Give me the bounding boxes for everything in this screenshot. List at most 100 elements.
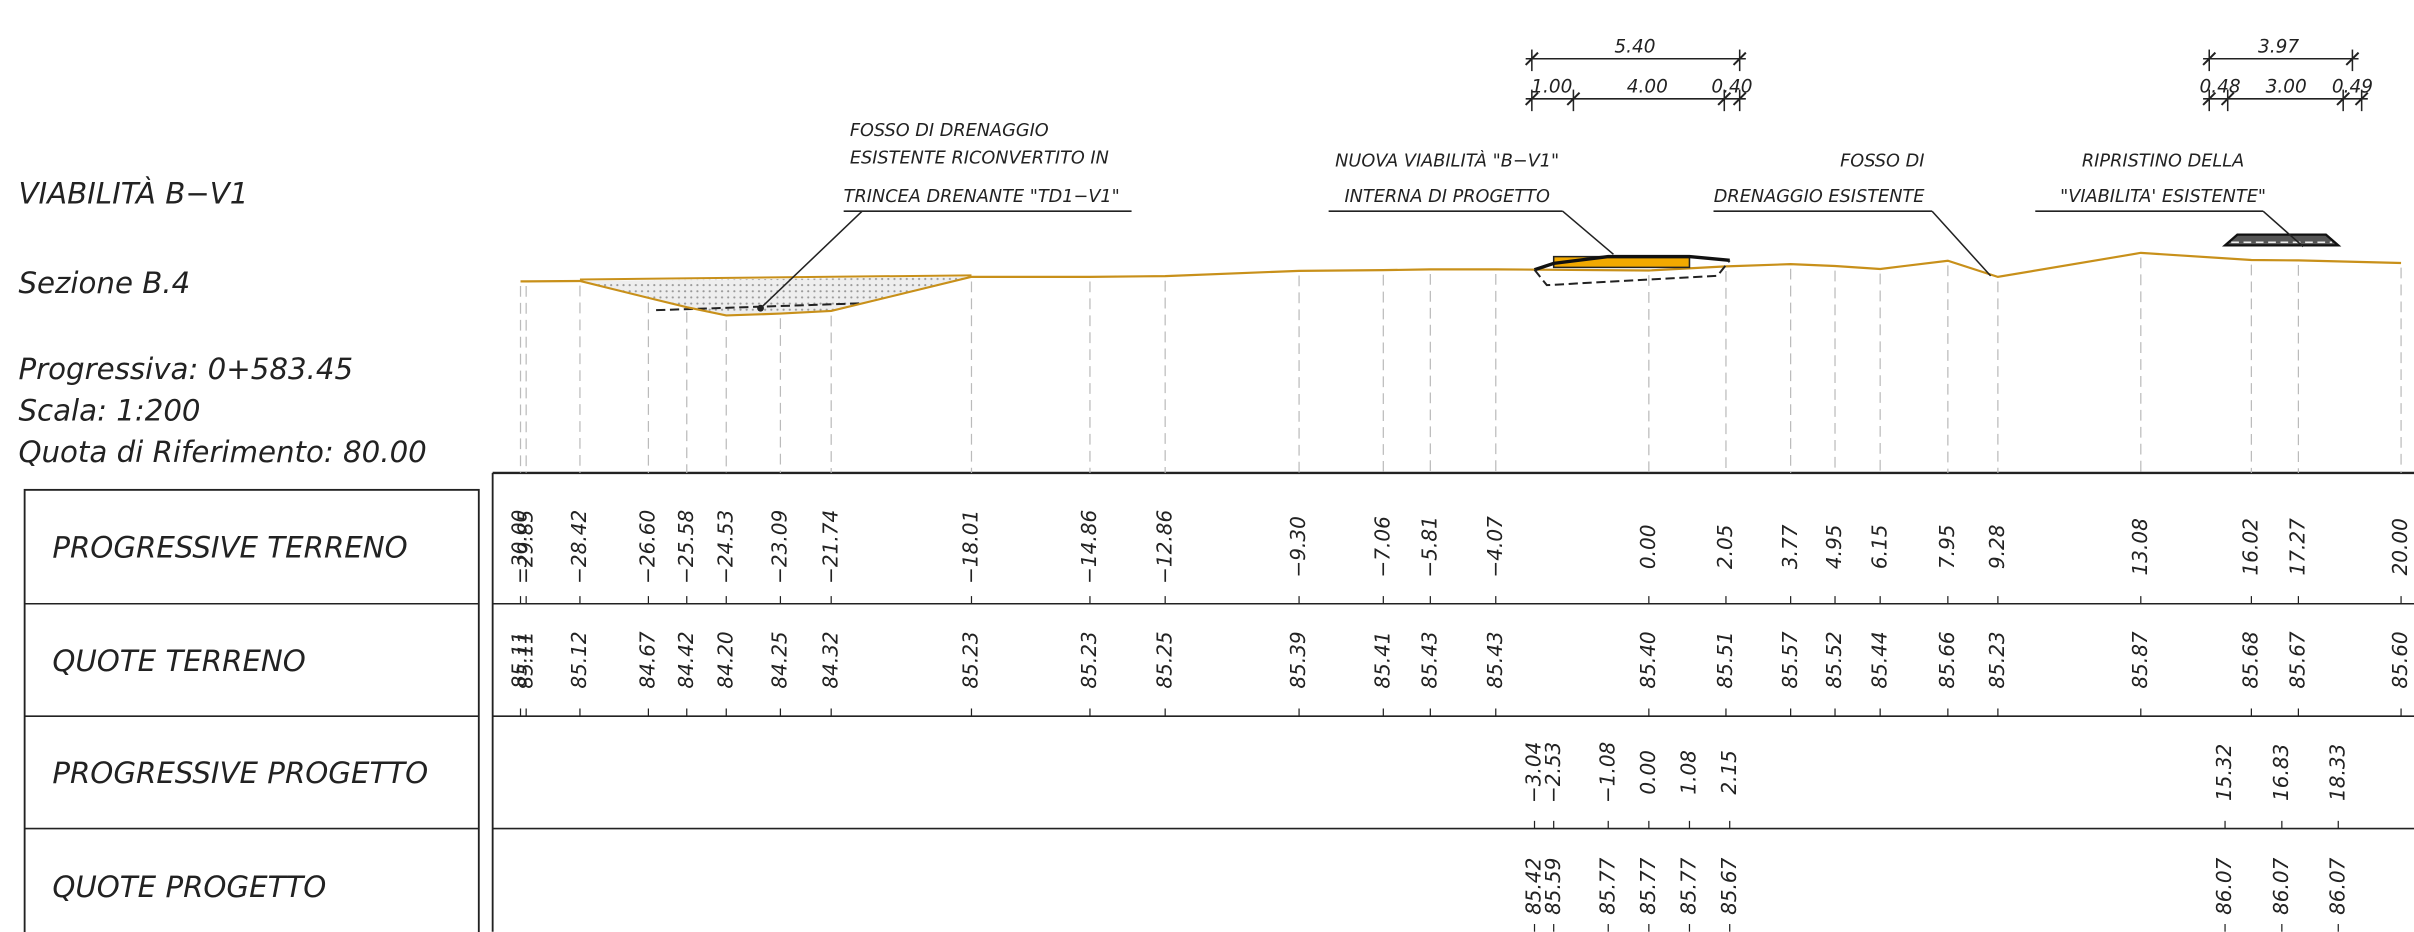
row-value: 85.44 bbox=[1867, 631, 1891, 688]
row-value: 85.87 bbox=[2128, 631, 2152, 689]
dim-slash bbox=[2345, 51, 2360, 66]
chainage: Progressiva: 0+583.45 bbox=[18, 352, 353, 386]
row-value: 13.08 bbox=[2128, 518, 2152, 575]
row-value: 84.20 bbox=[713, 631, 737, 688]
row-value: 85.77 bbox=[1595, 857, 1619, 915]
row-value: 18.33 bbox=[2325, 744, 2349, 801]
row-value: 3.77 bbox=[1778, 524, 1802, 569]
row-value: 84.67 bbox=[636, 631, 660, 689]
row-value: 85.23 bbox=[1077, 631, 1101, 688]
row-value: 85.43 bbox=[1483, 631, 1507, 688]
row-value: 20.00 bbox=[2388, 518, 2412, 575]
row-value: −29.85 bbox=[513, 510, 537, 584]
row-value: 85.43 bbox=[1417, 631, 1441, 688]
dim-part: 1.00 bbox=[1531, 77, 1572, 98]
road-top bbox=[1533, 254, 1730, 272]
dim-slash bbox=[1524, 91, 1539, 106]
annotation-text: FOSSO DI DRENAGGIO bbox=[850, 121, 1049, 141]
trench-fill bbox=[579, 276, 972, 316]
row-value: 85.25 bbox=[1152, 631, 1176, 688]
row-value: −3.04 bbox=[1522, 742, 1546, 803]
row-value: 85.57 bbox=[1778, 631, 1802, 689]
annotation-text: ESISTENTE RICONVERTITO IN bbox=[850, 148, 1109, 168]
dim-part: 3.00 bbox=[2266, 77, 2307, 98]
row-value: 84.25 bbox=[768, 631, 792, 688]
row-label: PROGRESSIVE PROGETTO bbox=[52, 756, 428, 790]
annotation-text: RIPRISTINO DELLA bbox=[2082, 152, 2244, 172]
row-value: 17.27 bbox=[2286, 518, 2310, 576]
table-frame bbox=[23, 471, 2414, 932]
row-value: 85.39 bbox=[1286, 631, 1310, 688]
road-subgrade bbox=[1533, 259, 1731, 287]
row-value: 16.02 bbox=[2239, 518, 2263, 575]
row-value: 85.52 bbox=[1822, 631, 1846, 688]
row-value: 85.11 bbox=[513, 631, 537, 688]
label-box bbox=[23, 488, 480, 932]
row-value: 4.95 bbox=[1822, 525, 1846, 570]
row-value: 85.23 bbox=[1985, 631, 2009, 688]
row-value: 6.15 bbox=[1867, 525, 1891, 570]
row-value: 85.51 bbox=[1713, 631, 1737, 688]
row-value: 85.11 bbox=[508, 631, 532, 688]
trench-top bbox=[579, 274, 972, 281]
row-value: −21.74 bbox=[818, 510, 842, 584]
row-label: QUOTE TERRENO bbox=[52, 644, 305, 678]
dim-slash bbox=[1717, 91, 1732, 106]
row-value: 85.77 bbox=[1677, 857, 1701, 915]
restored-road bbox=[2221, 233, 2342, 247]
row-value: −25.58 bbox=[674, 510, 698, 584]
row-value: 1.08 bbox=[1677, 750, 1701, 795]
row-value: 15.32 bbox=[2212, 744, 2236, 801]
dim-slash bbox=[2354, 91, 2369, 106]
dim-part: 4.00 bbox=[1627, 77, 1668, 98]
dim-part: 0.48 bbox=[2199, 77, 2240, 98]
row-value: 85.41 bbox=[1370, 631, 1394, 688]
leader-line bbox=[760, 210, 863, 309]
row-value: 2.15 bbox=[1717, 750, 1741, 795]
row-label: QUOTE PROGETTO bbox=[52, 870, 326, 904]
dim-total: 3.97 bbox=[2258, 37, 2299, 58]
row-value: 85.12 bbox=[567, 631, 591, 688]
dim-total: 5.40 bbox=[1614, 37, 1655, 58]
reference-level: Quota di Riferimento: 80.00 bbox=[18, 435, 426, 469]
row-value: 85.67 bbox=[1717, 857, 1741, 915]
road-title: VIABILITÀ B−V1 bbox=[18, 176, 248, 211]
row-value: −18.01 bbox=[959, 510, 983, 584]
row-value: 0.00 bbox=[1636, 750, 1660, 795]
annotation-text: INTERNA DI PROGETTO bbox=[1344, 187, 1549, 207]
row-value: 85.67 bbox=[2286, 631, 2310, 689]
row-value: −4.07 bbox=[1483, 516, 1507, 578]
annotation-text: FOSSO DI bbox=[1840, 152, 1924, 172]
leader-line bbox=[1931, 210, 1992, 277]
row-value: −14.86 bbox=[1077, 510, 1101, 584]
row-value: −9.30 bbox=[1286, 516, 1310, 577]
annotation-text: TRINCEA DRENANTE "TD1−V1" bbox=[844, 187, 1120, 207]
dim-slash bbox=[1732, 51, 1747, 66]
leader-line bbox=[1562, 210, 1614, 255]
scale: Scala: 1:200 bbox=[18, 394, 200, 428]
row-value: −12.86 bbox=[1152, 510, 1176, 584]
row-value: 85.42 bbox=[1522, 858, 1546, 915]
section-name: Sezione B.4 bbox=[18, 266, 190, 300]
annotation-text: "VIABILITA' ESISTENTE" bbox=[2060, 187, 2266, 207]
row-value: 85.40 bbox=[1636, 631, 1660, 688]
row-value: 85.23 bbox=[959, 631, 983, 688]
row-value: 86.07 bbox=[2212, 857, 2236, 915]
row-value: 85.66 bbox=[1935, 631, 1959, 688]
leader-line bbox=[2262, 210, 2304, 248]
row-value: −2.53 bbox=[1541, 742, 1565, 803]
row-value: −28.42 bbox=[567, 510, 591, 584]
row-value: −1.08 bbox=[1595, 742, 1619, 803]
row-value: −7.06 bbox=[1370, 516, 1394, 577]
row-value: −26.60 bbox=[636, 510, 660, 584]
row-value: 85.60 bbox=[2388, 631, 2412, 688]
leader-dot bbox=[757, 304, 764, 312]
row-value: −24.53 bbox=[713, 510, 737, 584]
annotation-text: DRENAGGIO ESISTENTE bbox=[1714, 187, 1925, 207]
row-value: 86.07 bbox=[2325, 857, 2349, 915]
row-value: 84.42 bbox=[674, 631, 698, 688]
row-value: −23.09 bbox=[768, 510, 792, 584]
row-value: −5.81 bbox=[1417, 516, 1441, 577]
dim-slash bbox=[1566, 91, 1581, 106]
